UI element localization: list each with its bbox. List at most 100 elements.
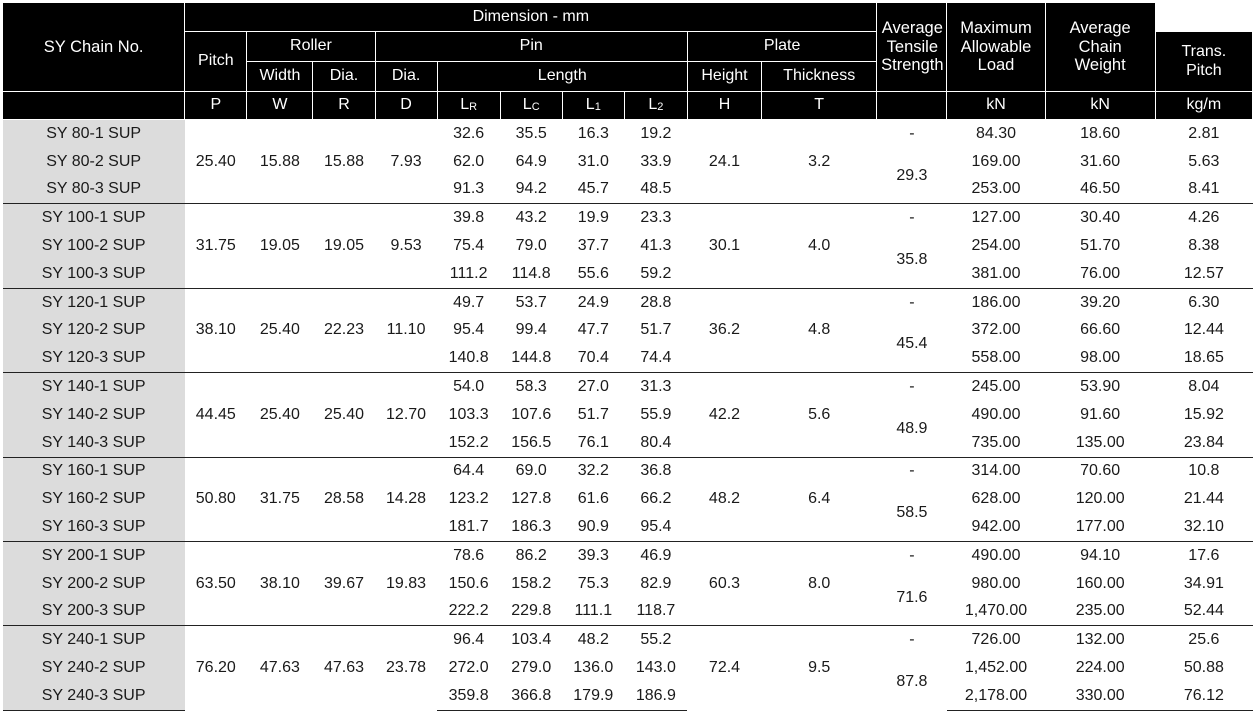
- unit-weight: kg/m: [1154, 91, 1254, 120]
- pin-length-l1-cell: 51.7: [577, 405, 609, 423]
- pin-dia-cell: 12.70: [375, 372, 438, 458]
- pin-length-l1-cell: 111.1: [574, 602, 613, 620]
- pin-length-lr-cell: 103.3: [448, 405, 489, 423]
- symbol-lc: LC: [499, 91, 563, 120]
- max-load-cell: 70.60: [1045, 456, 1156, 486]
- pin-length-l1-cell: 39.3: [562, 540, 625, 570]
- pin-length-l1-cell: 19.9: [562, 203, 625, 233]
- chain-weight-cell: 4.26: [1155, 203, 1253, 233]
- chain-weight-header: Average Chain Weight: [1044, 2, 1156, 92]
- plate-height-header: Height: [686, 61, 763, 92]
- table-row: SY 100-1 SUP 31.75 19.05 19.05 9.53 39.8 43.2 1…: [2, 203, 1253, 289]
- chain-weight-cell: 8.04: [1155, 372, 1253, 401]
- tensile-strength-cell: 942.00: [971, 518, 1021, 536]
- pin-length-lr-cell: 272.0: [448, 659, 489, 677]
- chain-no-cell: SY 140-2 SUP: [2, 400, 185, 429]
- chain-no-cell: SY 80-3 SUP: [2, 175, 185, 204]
- tensile-strength-cell: 127.00: [946, 203, 1046, 233]
- plate-thickness-cell: 6.4: [761, 456, 877, 542]
- roller-width-cell: 19.05: [246, 203, 313, 289]
- tensile-strength-cell: 381.00: [971, 264, 1021, 282]
- max-load-cell: 224.00: [1075, 659, 1125, 677]
- max-load-cell: 120.00: [1075, 490, 1125, 508]
- chain-no-cell: SY 80-1 SUP: [2, 118, 185, 148]
- trans-pitch-symbol-cell: [876, 91, 948, 120]
- trans-pitch-cell: 58.5: [896, 504, 928, 522]
- chain-weight-cell: 25.6: [1155, 625, 1253, 655]
- pin-length-l2-cell: 41.3: [640, 237, 672, 255]
- table-header: SY Chain No. Dimension - mm Average Tens…: [1, 2, 1254, 120]
- pin-length-l1-cell: 76.1: [577, 433, 609, 451]
- max-load-cell: 66.60: [1080, 321, 1121, 339]
- max-load-cell: 160.00: [1075, 574, 1125, 592]
- symbol-lr-sub: R: [469, 101, 478, 114]
- trans-pitch-dash-cell: -: [876, 203, 947, 233]
- pin-length-l2-cell: 95.4: [640, 518, 672, 536]
- table-row: SY 240-3 SUP 359.8 366.8 179.9 186.9 2,178.00…: [2, 681, 1253, 711]
- table-row: SY 120-2 SUP 95.4 99.4 47.7 51.7 45.4 372.00 66…: [2, 316, 1253, 352]
- chain-weight-label: Average Chain Weight: [1069, 18, 1131, 75]
- table-row: SY 240-1 SUP 76.20 47.63 47.63 23.78 96.4 103.…: [2, 625, 1253, 711]
- pin-length-l1-cell: 70.4: [577, 349, 609, 367]
- table-row: SY 160-1 SUP 50.80 31.75 28.58 14.28 64.4 69.0…: [2, 456, 1253, 542]
- chain-no-cell: SY 140-1 SUP: [2, 372, 185, 401]
- max-load-cell: 135.00: [1075, 433, 1125, 451]
- pin-length-l1-cell: 55.6: [577, 264, 609, 282]
- pitch-cell: 63.50: [184, 540, 247, 626]
- max-load-cell: 51.70: [1080, 237, 1121, 255]
- table-row: SY 120-3 SUP 140.8 144.8 70.4 74.4 558.00 98.0…: [2, 344, 1253, 373]
- max-load-header: Maximum Allowable Load: [946, 2, 1046, 92]
- chain-weight-cell: 12.57: [1183, 264, 1224, 282]
- symbol-w: W: [246, 91, 314, 120]
- dimension-header: Dimension - mm: [184, 2, 878, 32]
- plate-thickness-cell: 8.0: [761, 540, 877, 626]
- tensile-strength-cell: 186.00: [946, 287, 1046, 317]
- table-row: SY 140-3 SUP 152.2 156.5 76.1 80.4 735.00 135.…: [2, 428, 1253, 458]
- plate-height-cell: 30.1: [687, 203, 762, 289]
- pin-length-l2-cell: 48.5: [640, 180, 672, 198]
- pitch-cell: 76.20: [184, 625, 247, 711]
- pin-length-l1-cell: 45.7: [577, 180, 609, 198]
- pin-length-lr-cell: 62.0: [453, 152, 485, 170]
- symbol-l1: L1: [561, 91, 625, 120]
- pin-length-l2-cell: 51.7: [640, 321, 672, 339]
- pin-length-lr-cell: 32.6: [437, 118, 501, 148]
- tensile-strength-cell: 735.00: [971, 433, 1021, 451]
- pin-length-lr-cell: 152.2: [448, 433, 489, 451]
- tensile-strength-header: Average Tensile Strength: [876, 2, 948, 92]
- table-row: SY 120-1 SUP 38.10 25.40 22.23 11.10 49.7 53.7…: [2, 287, 1253, 373]
- chain-no-symbol-cell: [1, 91, 186, 120]
- pin-length-lr-cell: 95.4: [453, 321, 485, 339]
- table-row: SY 100-2 SUP 75.4 79.0 37.7 41.3 35.8 254.00 51…: [2, 232, 1253, 268]
- symbol-lc-main: L: [522, 96, 532, 114]
- pin-length-l2-cell: 36.8: [624, 456, 688, 486]
- trans-pitch-cell: 29.3: [896, 166, 928, 184]
- plate-thickness-cell: 4.8: [761, 287, 877, 373]
- pin-length-lr-cell: 96.4: [437, 625, 501, 655]
- max-load-cell: 31.60: [1080, 152, 1121, 170]
- tensile-strength-cell: 1,470.00: [964, 602, 1028, 620]
- unit-load: kN: [1044, 91, 1156, 120]
- max-load-cell: 94.10: [1045, 540, 1156, 570]
- chain-no-cell: SY 160-3 SUP: [2, 513, 185, 542]
- plate-height-cell: 60.3: [687, 540, 762, 626]
- table-row: SY 160-2 SUP 123.2 127.8 61.6 66.2 58.5 628.00…: [2, 485, 1253, 521]
- symbol-l2-main: L: [648, 96, 658, 114]
- pin-length-l1-cell: 24.9: [562, 287, 625, 317]
- max-load-cell: 132.00: [1045, 625, 1156, 655]
- pin-length-l1-cell: 90.9: [577, 518, 609, 536]
- pitch-header: Pitch: [184, 31, 248, 92]
- chain-weight-cell: 10.8: [1155, 456, 1253, 486]
- symbol-h: H: [686, 91, 763, 120]
- max-load-label: Maximum Allowable Load: [960, 18, 1032, 75]
- pin-length-lc-cell: 158.2: [511, 574, 552, 592]
- pin-dia-cell: 11.10: [375, 287, 438, 373]
- symbol-l1-sub: 1: [594, 101, 601, 114]
- table-row: SY 140-1 SUP 44.45 25.40 25.40 12.70 54.0 58.3…: [2, 372, 1253, 458]
- pin-length-lc-cell: 279.0: [511, 659, 552, 677]
- table-row: SY 240-2 SUP 272.0 279.0 136.0 143.0 87.8 1,45…: [2, 654, 1253, 690]
- pin-length-lc-cell: 64.9: [515, 152, 547, 170]
- symbol-l2-sub: 2: [657, 101, 664, 114]
- unit-tensile: kN: [946, 91, 1046, 120]
